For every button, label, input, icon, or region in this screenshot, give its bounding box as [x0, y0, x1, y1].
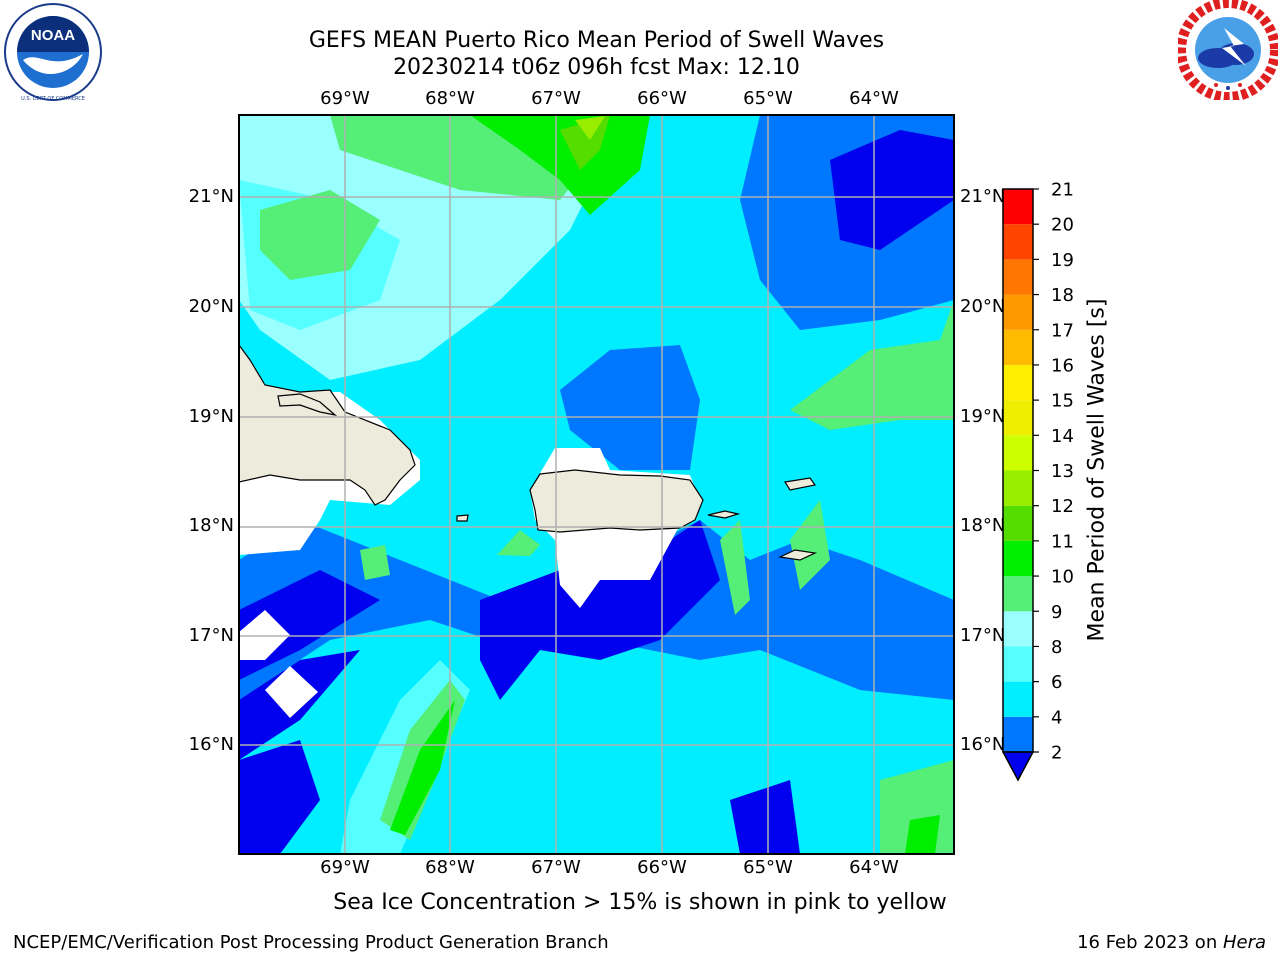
machine-name: Hera: [1222, 932, 1266, 953]
land-st-croix: [777, 549, 818, 561]
nws-logo: [1178, 0, 1278, 100]
lon-tick-top: 69°W: [320, 88, 370, 109]
lon-tick-top: 66°W: [637, 88, 687, 109]
colorbar-tick-label: 8: [1051, 637, 1062, 658]
field-region-11-12: [560, 115, 610, 170]
land-tortuga: [277, 393, 338, 417]
lat-tick-left: 19°N: [188, 406, 234, 427]
lon-tick-top: 64°W: [849, 88, 899, 109]
svg-text:U.S. DEPT OF COMMERCE: U.S. DEPT OF COMMERCE: [21, 96, 85, 102]
lat-tick-left: 21°N: [188, 186, 234, 207]
field-region-9-10: [720, 520, 750, 615]
land-vieques: [707, 510, 741, 519]
colorbar-tick-label: 21: [1051, 180, 1074, 201]
field-region-below-2: [480, 520, 720, 700]
colorbar-tick-label: 16: [1051, 355, 1074, 376]
colorbar-tick-label: 10: [1051, 567, 1074, 588]
lat-tick-right: 20°N: [960, 296, 1006, 317]
field-region-12-13: [575, 116, 605, 140]
colorbar-swatch: [1003, 646, 1033, 682]
colorbar-tick-label: 19: [1051, 250, 1074, 271]
field-region-10-11: [390, 700, 455, 835]
lon-tick-bottom: 65°W: [743, 857, 793, 878]
colorbar-swatch: [1003, 400, 1033, 436]
map-frame: [238, 114, 955, 855]
land-mona: [456, 514, 469, 522]
colorbar-swatch: [1003, 224, 1033, 260]
date-text: 16 Feb 2023 on: [1077, 932, 1223, 953]
svg-text:NOAA: NOAA: [31, 27, 75, 44]
sea-ice-note: Sea Ice Concentration > 15% is shown in …: [333, 890, 947, 915]
chart-subtitle: 20230214 t06z 096h fcst Max: 12.10: [393, 55, 800, 80]
noaa-logo: NOAA U.S. DEPT OF COMMERCE: [4, 3, 102, 102]
lat-tick-right: 16°N: [960, 734, 1006, 755]
field-region-below-2: [730, 780, 800, 854]
colorbar-swatch: [1003, 681, 1033, 717]
field-region-9-10: [790, 500, 830, 590]
no-data-area: [239, 610, 290, 660]
date-stamp: 16 Feb 2023 on Hera: [1077, 932, 1266, 953]
colorbar-tick-label: 4: [1051, 707, 1062, 728]
colorbar-tick-label: 12: [1051, 496, 1074, 517]
field-region-below-2: [830, 130, 954, 250]
colorbar-swatch: [1003, 435, 1033, 471]
lat-tick-right: 19°N: [960, 406, 1006, 427]
colorbar-swatch: [1003, 189, 1033, 225]
colorbar-swatch: [1003, 364, 1033, 401]
no-data-area: [265, 666, 318, 718]
land-puerto-rico: [529, 469, 704, 533]
lon-tick-bottom: 67°W: [531, 857, 581, 878]
lon-tick-top: 65°W: [743, 88, 793, 109]
lat-tick-right: 18°N: [960, 515, 1006, 536]
field-region-10-11: [470, 115, 650, 215]
colorbar-swatch: [1003, 505, 1033, 541]
lat-tick-right: 17°N: [960, 625, 1006, 646]
colorbar-tick-label: 2: [1051, 743, 1062, 764]
field-region-9-10: [360, 545, 390, 580]
colorbar-tick-label: 11: [1051, 531, 1074, 552]
lon-tick-bottom: 64°W: [849, 857, 899, 878]
field-region-9-10: [497, 530, 540, 556]
lat-tick-left: 18°N: [188, 515, 234, 536]
lat-tick-left: 20°N: [188, 296, 234, 317]
colorbar-swatch: [1003, 576, 1033, 612]
colorbar-swatch: [1003, 716, 1033, 752]
colorbar-swatch: [1003, 329, 1033, 365]
lon-tick-bottom: 69°W: [320, 857, 370, 878]
field-region-2-4: [560, 345, 700, 470]
lon-tick-top: 68°W: [425, 88, 475, 109]
colorbar-swatch: [1003, 470, 1033, 506]
colorbar-tick-label: 14: [1051, 426, 1074, 447]
colorbar-swatch: [1003, 259, 1033, 295]
lon-tick-bottom: 68°W: [425, 857, 475, 878]
lat-tick-left: 16°N: [188, 734, 234, 755]
field-region-9-10: [260, 190, 380, 280]
colorbar-tick-label: 15: [1051, 391, 1074, 412]
chart-title: GEFS MEAN Puerto Rico Mean Period of Swe…: [308, 28, 885, 53]
colorbar-tick-label: 17: [1051, 320, 1074, 341]
colorbar-tick-label: 6: [1051, 672, 1062, 693]
lat-tick-left: 17°N: [188, 625, 234, 646]
field-region-below-2: [239, 740, 320, 854]
field-region-10-11: [905, 815, 940, 854]
lon-tick-top: 67°W: [531, 88, 581, 109]
credit-text: NCEP/EMC/Verification Post Processing Pr…: [13, 932, 609, 953]
colorbar-swatch: [1003, 294, 1033, 330]
colorbar-extend-triangle: [1001, 751, 1035, 782]
colorbar-tick-label: 13: [1051, 461, 1074, 482]
colorbar-tick-label: 9: [1051, 602, 1062, 623]
colorbar-tick-label: 20: [1051, 215, 1074, 236]
field-region-9-10: [790, 300, 954, 430]
land-hispaniola: [239, 343, 416, 506]
colorbar-swatch: [1003, 611, 1033, 647]
colorbar-label: Mean Period of Swell Waves [s]: [1084, 298, 1110, 642]
colorbar-swatch: [1003, 540, 1033, 577]
colorbar-tick-label: 18: [1051, 285, 1074, 306]
land-virgin-islands: [784, 477, 817, 491]
lat-tick-right: 21°N: [960, 186, 1006, 207]
lon-tick-bottom: 66°W: [637, 857, 687, 878]
